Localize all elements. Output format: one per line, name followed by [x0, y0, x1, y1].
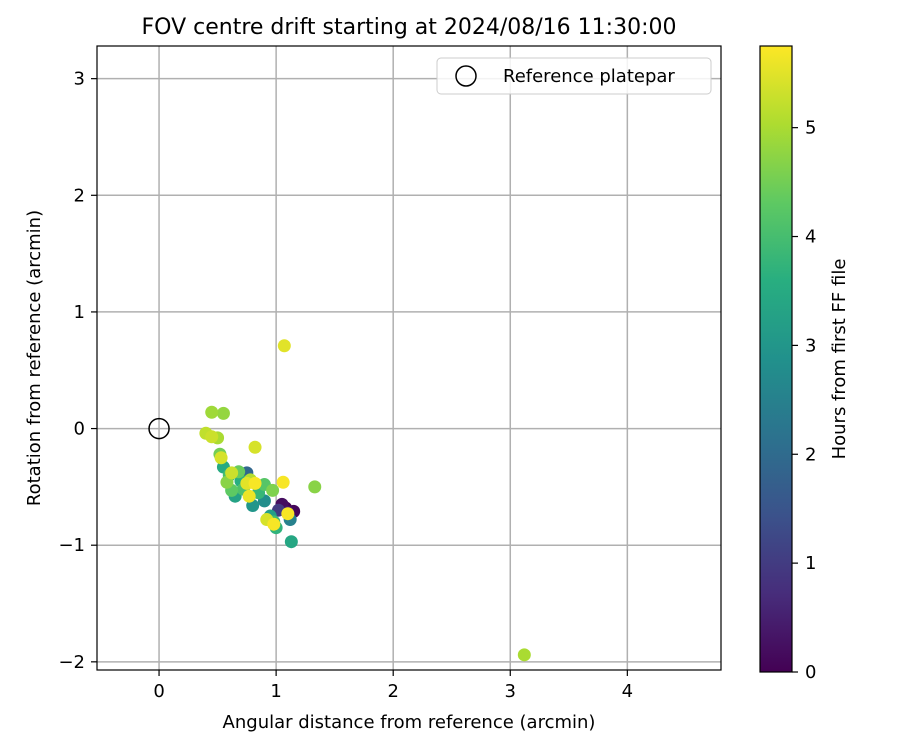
plot-area [97, 46, 721, 670]
data-point [216, 406, 230, 420]
y-tick-label: 2 [74, 185, 85, 206]
x-tick-label: 1 [270, 681, 281, 702]
data-points [148, 339, 531, 662]
colorbar-tick-label: 3 [805, 335, 816, 356]
y-tick-label: −1 [58, 535, 85, 556]
y-axis-ticks: −2 −1 0 1 2 3 [58, 69, 97, 673]
x-tick-label: 3 [505, 681, 516, 702]
reference-platepar-marker [148, 417, 170, 440]
colorbar-tick-label: 4 [805, 227, 816, 248]
y-axis-label: Rotation from reference (arcmin) [24, 210, 45, 506]
colorbar: 0 1 2 3 4 5 Hours from first FF file [759, 45, 850, 683]
x-tick-label: 4 [622, 681, 633, 702]
colorbar-tick-label: 2 [805, 444, 816, 465]
data-point [205, 430, 219, 444]
colorbar-label: Hours from first FF file [829, 259, 850, 460]
x-tick-label: 2 [387, 681, 398, 702]
data-point [267, 517, 281, 531]
data-point [214, 451, 228, 465]
x-axis-ticks: 0 1 2 3 4 [153, 670, 633, 702]
legend-entry-reference: Reference platepar [503, 66, 675, 87]
data-point [281, 507, 295, 521]
data-point [242, 489, 256, 503]
colorbar-tick-label: 0 [805, 662, 816, 683]
data-point [308, 480, 322, 494]
legend: Reference platepar [436, 57, 712, 95]
data-point [248, 440, 262, 454]
data-point [225, 466, 239, 480]
colorbar-frame [759, 45, 793, 673]
legend-reference-marker [455, 65, 477, 87]
x-axis-label: Angular distance from reference (arcmin) [223, 712, 596, 733]
y-tick-label: 1 [74, 302, 85, 323]
legend-box [436, 57, 712, 95]
x-tick-label: 0 [153, 681, 164, 702]
colorbar-tick-label: 5 [805, 118, 816, 139]
colorbar-ticks: 0 1 2 3 4 5 [792, 118, 816, 683]
data-point [284, 535, 298, 549]
y-tick-label: 0 [74, 419, 85, 440]
plot-frame [96, 45, 722, 671]
data-point [248, 476, 262, 490]
chart-title: FOV centre drift starting at 2024/08/16 … [142, 15, 677, 40]
y-tick-label: 3 [74, 69, 85, 90]
data-point [277, 339, 291, 353]
data-point [276, 475, 290, 489]
y-tick-label: −2 [58, 652, 85, 673]
data-point [205, 405, 219, 419]
data-point [517, 648, 531, 662]
colorbar-gradient [760, 46, 792, 672]
colorbar-tick-label: 1 [805, 553, 816, 574]
data-point [266, 483, 280, 497]
